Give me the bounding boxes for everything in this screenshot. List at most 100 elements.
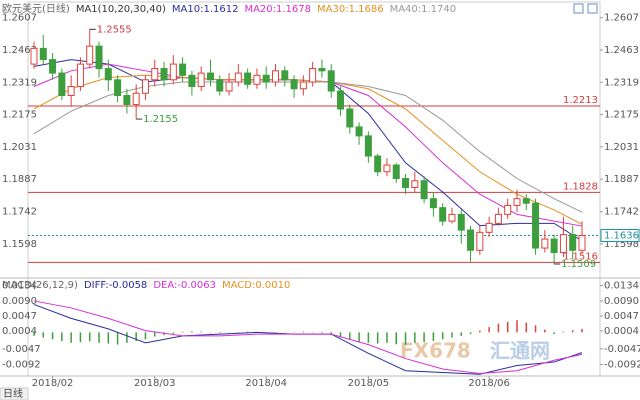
x-tick-label: 2018/05 bbox=[348, 378, 390, 389]
candle-body bbox=[169, 63, 177, 81]
y-tick-label: -0.0092 bbox=[2, 359, 41, 370]
candle-body bbox=[244, 72, 252, 85]
candle-body bbox=[429, 198, 437, 209]
level-label: 1.2213 bbox=[563, 95, 598, 106]
candle-body bbox=[532, 202, 540, 249]
tab-label: 日线 bbox=[3, 387, 23, 400]
candle-body bbox=[309, 68, 317, 83]
candle-body bbox=[253, 74, 261, 85]
candle-body bbox=[355, 126, 363, 137]
x-tick-label: 2018/04 bbox=[245, 378, 287, 389]
candle-body bbox=[290, 79, 298, 90]
candle-body bbox=[58, 72, 66, 96]
candle-body bbox=[504, 204, 512, 215]
y-tick-label: 1.2607 bbox=[2, 13, 37, 24]
candle-body bbox=[188, 74, 196, 88]
candle-body bbox=[141, 79, 149, 94]
subtitle: MA1(10,20,30,40) bbox=[76, 4, 166, 15]
y-tick-label: 1.2463 bbox=[2, 45, 37, 56]
watermark: 汇通网 bbox=[490, 339, 550, 363]
candle-body bbox=[30, 47, 38, 65]
y-tick-label: -0.0047 bbox=[604, 344, 640, 355]
y-tick-label: 0.0047 bbox=[2, 311, 37, 322]
candle-body bbox=[392, 164, 400, 180]
candle-body bbox=[216, 79, 224, 92]
candle-body bbox=[49, 59, 57, 74]
candle-body bbox=[420, 180, 428, 200]
chart-title: 欧元美元(日线) bbox=[2, 2, 70, 15]
candle-body bbox=[132, 92, 140, 105]
candle-body bbox=[346, 108, 354, 128]
annotation: 1.2155 bbox=[143, 114, 178, 125]
candle-body bbox=[578, 234, 586, 251]
candle-body bbox=[327, 70, 335, 92]
y-tick-label: 1.1887 bbox=[604, 174, 639, 185]
y-tick-label: 1.2319 bbox=[2, 77, 37, 88]
legend-entry: MA20:1.1678 bbox=[244, 4, 311, 15]
macd-title: MACD(26,12,9) bbox=[2, 280, 78, 291]
y-tick-label: 1.1598 bbox=[604, 239, 639, 250]
candle-body bbox=[151, 68, 159, 81]
candle-body bbox=[104, 68, 112, 81]
candle-body bbox=[559, 234, 567, 254]
candle-body bbox=[206, 72, 214, 81]
candle-body bbox=[448, 213, 456, 222]
candle-body bbox=[299, 81, 307, 90]
candle-body bbox=[67, 86, 75, 96]
y-tick-label: 1.2031 bbox=[2, 142, 37, 153]
candle-body bbox=[160, 68, 168, 81]
level-label: 1.1828 bbox=[563, 181, 598, 192]
y-tick-label: 1.1598 bbox=[2, 239, 37, 250]
candle-body bbox=[457, 213, 465, 231]
candle-body bbox=[467, 229, 475, 251]
candle-body bbox=[179, 63, 187, 76]
y-tick-label: 1.2319 bbox=[604, 77, 639, 88]
y-tick-label: -0.0047 bbox=[2, 344, 41, 355]
candle-body bbox=[383, 164, 391, 173]
y-tick-label: 0.0134 bbox=[604, 281, 639, 292]
candle-body bbox=[262, 74, 270, 83]
candle-body bbox=[476, 231, 484, 251]
legend-entry: MA10:1.1612 bbox=[172, 4, 239, 15]
legend-entry: MA30:1.1686 bbox=[317, 4, 384, 15]
y-tick-label: 1.2175 bbox=[2, 110, 37, 121]
candle-body bbox=[337, 90, 345, 110]
candle-body bbox=[550, 238, 558, 254]
y-tick-label: 0.0047 bbox=[604, 311, 639, 322]
candle-body bbox=[76, 63, 84, 88]
y-tick-label: 1.2175 bbox=[604, 110, 639, 121]
legend-entry: MA40:1.1740 bbox=[390, 4, 457, 15]
candle-body bbox=[364, 135, 372, 157]
candle-body bbox=[513, 198, 521, 206]
tab[interactable] bbox=[0, 387, 29, 400]
y-tick-label: 1.1887 bbox=[2, 174, 37, 185]
y-tick-label: 0.0090 bbox=[604, 296, 639, 307]
candle-body bbox=[225, 81, 233, 92]
y-tick-label: 1.1742 bbox=[2, 207, 37, 218]
icon[interactable] bbox=[587, 3, 598, 14]
candle-body bbox=[569, 234, 577, 251]
y-tick-label: 1.2607 bbox=[604, 13, 639, 24]
current-box bbox=[600, 228, 640, 242]
legend-entry: DIFF:-0.0058 bbox=[84, 280, 147, 291]
candle-body bbox=[39, 47, 47, 61]
x-tick-label: 2018/03 bbox=[134, 378, 176, 389]
line bbox=[33, 300, 583, 375]
icon[interactable] bbox=[573, 3, 584, 14]
x-tick-label: 2018/06 bbox=[468, 378, 510, 389]
annotation: 1.2555 bbox=[97, 24, 132, 35]
y-tick-label: 0.0134 bbox=[2, 281, 37, 292]
candle-body bbox=[281, 70, 289, 81]
y-tick-label: 0.0090 bbox=[2, 296, 37, 307]
annotation: 1.1509 bbox=[561, 259, 596, 270]
candle-body bbox=[95, 45, 103, 70]
y-tick-label: 0.0004 bbox=[2, 326, 37, 337]
header: 欧元美元(日线) bbox=[2, 2, 70, 15]
level-label: 1.1516 bbox=[563, 251, 598, 262]
candle-body bbox=[86, 45, 94, 65]
candle-body bbox=[439, 207, 447, 222]
candle-body bbox=[271, 70, 279, 83]
candle-body bbox=[114, 79, 122, 96]
